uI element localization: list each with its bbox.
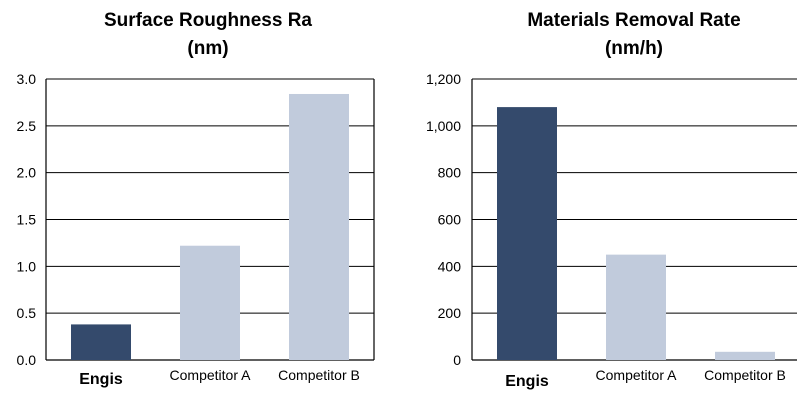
y-tick-label: 0 bbox=[453, 352, 461, 368]
y-tick-label: 0.5 bbox=[17, 305, 37, 321]
x-category-label: Competitor A bbox=[596, 367, 678, 383]
y-tick-label: 800 bbox=[438, 165, 462, 181]
chart-2: Materials Removal Rate (nm/h) 0 200 400 600 80… bbox=[426, 10, 797, 390]
y-tick-label: 1,000 bbox=[426, 118, 461, 134]
bar-competitor-a bbox=[180, 245, 240, 360]
y-tick-label: 2.0 bbox=[17, 165, 37, 181]
chart-title-line: (nm) bbox=[187, 38, 228, 59]
bar-engis bbox=[71, 324, 131, 360]
y-tick-label: 0.0 bbox=[17, 352, 37, 368]
y-tick-label: 3.0 bbox=[17, 71, 37, 87]
x-category-label: Engis bbox=[505, 373, 549, 390]
x-category-label: Competitor A bbox=[170, 367, 252, 383]
bar-competitor-b bbox=[715, 351, 775, 360]
y-tick-label: 400 bbox=[438, 258, 462, 274]
chart-title-line: Surface Roughness Ra bbox=[104, 10, 312, 31]
chart-title-line: (nm/h) bbox=[605, 38, 663, 59]
y-tick-label: 1.0 bbox=[17, 258, 37, 274]
x-category-label: Engis bbox=[79, 371, 123, 388]
x-category-label: Competitor B bbox=[704, 367, 786, 383]
chart-1: Surface Roughness Ra (nm) 0.0 0.5 1.0 1.5 2.0 2… bbox=[17, 10, 375, 388]
chart-title-line: Materials Removal Rate bbox=[527, 10, 740, 31]
y-tick-label: 1.5 bbox=[17, 212, 37, 228]
bar-competitor-b bbox=[289, 93, 349, 360]
y-tick-label: 2.5 bbox=[17, 118, 37, 134]
bar-competitor-a bbox=[606, 254, 666, 360]
y-tick-label: 1,200 bbox=[426, 71, 461, 87]
bar-engis bbox=[497, 107, 557, 360]
x-category-label: Competitor B bbox=[278, 367, 360, 383]
y-tick-label: 600 bbox=[438, 212, 462, 228]
y-tick-label: 200 bbox=[438, 305, 462, 321]
